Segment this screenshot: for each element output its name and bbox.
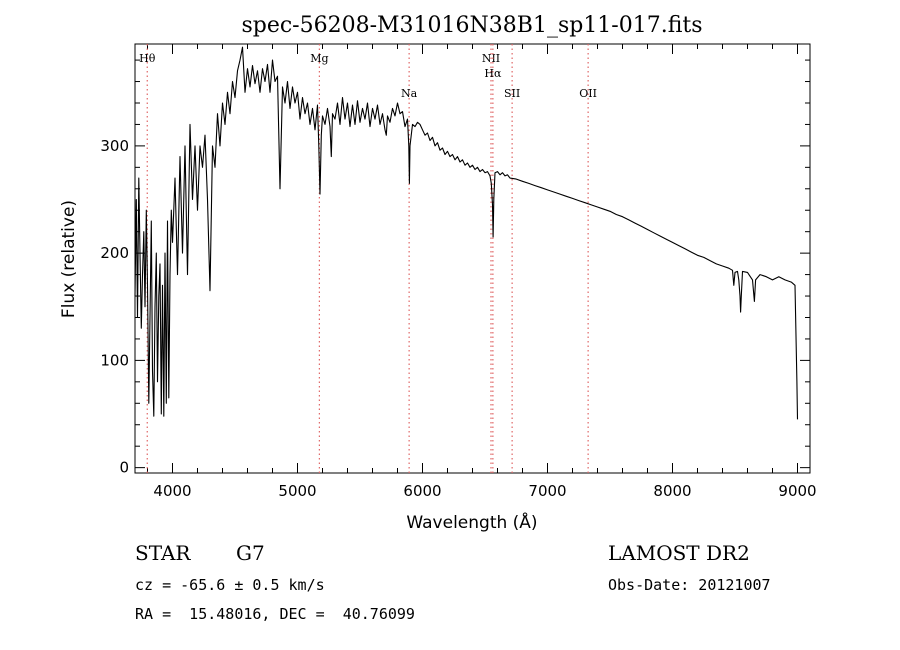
line-marker-label: Hα <box>484 67 502 80</box>
x-tick-label: 5000 <box>278 482 316 500</box>
coordinates-label: RA = 15.48016, DEC = 40.76099 <box>135 605 415 623</box>
y-tick-label: 300 <box>100 137 129 155</box>
y-tick-label: 200 <box>100 244 129 262</box>
object-class-label: STAR <box>135 541 191 565</box>
x-tick-label: 8000 <box>653 482 691 500</box>
obs-date-label: Obs-Date: 20121007 <box>608 576 771 594</box>
survey-label: LAMOST DR2 <box>608 541 750 565</box>
y-tick-label: 100 <box>100 351 129 369</box>
line-marker-label: Hθ <box>139 52 156 65</box>
x-tick-label: 9000 <box>778 482 816 500</box>
y-tick-label: 0 <box>119 459 129 477</box>
line-marker-label: NII <box>482 52 500 65</box>
spectrum-series-line <box>134 46 799 420</box>
line-marker-label: Na <box>401 87 418 100</box>
x-axis-label: Wavelength (Å) <box>406 511 537 533</box>
x-tick-label: 4000 <box>153 482 191 500</box>
plot-frame <box>134 43 811 474</box>
x-tick-label: 6000 <box>403 482 441 500</box>
line-marker-label: OII <box>579 87 597 100</box>
y-axis-label: Flux (relative) <box>59 200 79 318</box>
redshift-label: cz = -65.6 ± 0.5 km/s <box>135 576 325 594</box>
subclass-label: G7 <box>236 541 265 565</box>
x-tick-label: 7000 <box>528 482 566 500</box>
line-marker-label: Mg <box>310 52 328 65</box>
chart-title: spec-56208-M31016N38B1_sp11-017.fits <box>241 13 702 38</box>
plot-area: 4000 5000 6000 7000 8000 9000 0 100 200 300 Hθ Mg Na… <box>100 43 817 500</box>
line-marker-label: SII <box>504 87 520 100</box>
